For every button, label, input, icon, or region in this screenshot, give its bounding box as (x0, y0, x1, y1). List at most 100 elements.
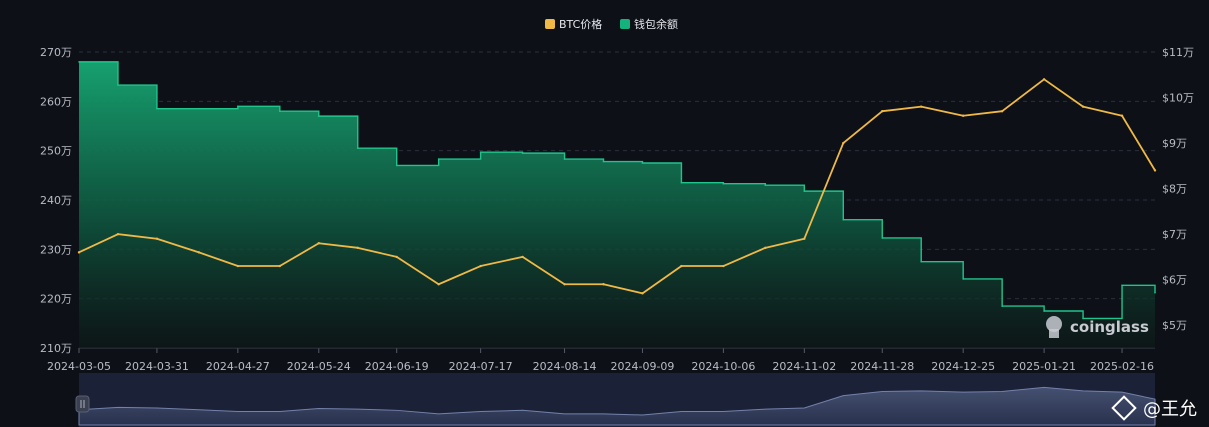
balance-point (1001, 305, 1003, 307)
x-tick-label: 2024-05-24 (287, 360, 351, 373)
x-tick-label: 2024-11-28 (850, 360, 914, 373)
btc-point (1042, 78, 1046, 81)
x-tick-label: 2025-02-16 (1090, 360, 1154, 373)
series-line-btc (78, 78, 1156, 295)
balance-point (1121, 284, 1123, 287)
btc-point (479, 264, 482, 268)
btc-point (77, 251, 81, 254)
btc-point (116, 232, 120, 236)
balance-point (962, 278, 964, 280)
balance-point (78, 61, 80, 63)
balance-point (279, 110, 281, 112)
y-axis-left: 210万 220万 230万 240万 250万 260万 270万 (40, 46, 72, 355)
legend-swatch-balance (620, 19, 630, 29)
btc-point (236, 264, 240, 268)
balance-point (1043, 310, 1045, 312)
x-tick-label: 2024-07-17 (449, 360, 513, 373)
y-left-tick-label: 220万 (40, 293, 72, 306)
balance-point (1082, 317, 1084, 320)
balance-point (356, 147, 359, 149)
y-left-tick-label: 270万 (40, 46, 72, 59)
btc-point (278, 264, 282, 268)
balance-point (395, 164, 398, 167)
balance-point (479, 151, 482, 153)
author-watermark: @王允 (1111, 395, 1197, 421)
legend: BTC价格 钱包余额 (545, 17, 678, 31)
author-text: @王允 (1143, 399, 1197, 420)
watermark: coinglass (1046, 316, 1149, 338)
x-tick-label: 2024-03-05 (47, 360, 111, 373)
binance-diamond-icon (1111, 395, 1137, 421)
legend-label-balance: 钱包余额 (634, 17, 678, 31)
y-left-tick-label: 230万 (40, 243, 72, 256)
balance-area (79, 61, 1155, 348)
balance-point (198, 107, 200, 110)
btc-point (356, 246, 359, 250)
balance-point (156, 107, 158, 110)
balance-point (641, 162, 644, 164)
balance-point (117, 84, 119, 86)
y-right-tick-label: $6万 (1162, 274, 1187, 287)
balance-point (563, 158, 566, 160)
balance-point (317, 115, 320, 117)
balance-point (764, 184, 767, 186)
y-left-tick-label: 240万 (40, 194, 72, 207)
x-tick-label: 2024-10-06 (691, 360, 755, 373)
btc-point (803, 237, 806, 240)
balance-point (1154, 291, 1156, 294)
btc-point (920, 105, 923, 108)
btc-point (961, 114, 965, 117)
watermark-text: coinglass (1070, 318, 1149, 336)
legend-item-balance[interactable]: 钱包余额 (620, 17, 678, 31)
btc-point (842, 141, 845, 145)
btc-point (1081, 105, 1085, 108)
btc-point (395, 255, 398, 259)
btc-point (641, 292, 644, 295)
balance-point (237, 105, 239, 108)
btc-point (317, 242, 320, 245)
balance-point (881, 237, 884, 239)
btc-point (1153, 169, 1157, 172)
balance-point (722, 182, 725, 185)
navigator-area (78, 386, 1156, 426)
balance-point (602, 160, 605, 163)
x-tick-label: 2024-08-14 (533, 360, 597, 373)
btc-point (764, 246, 767, 250)
x-tick-label: 2024-12-25 (931, 360, 995, 373)
x-tick-label: 2024-04-27 (206, 360, 270, 373)
y-left-tick-label: 250万 (40, 145, 72, 158)
x-tick-label: 2024-03-31 (125, 360, 189, 373)
balance-points (78, 61, 1156, 320)
btc-point (197, 251, 201, 254)
y-right-tick-label: $9万 (1162, 137, 1187, 150)
range-navigator[interactable] (75, 373, 1156, 427)
y-right-tick-label: $8万 (1162, 183, 1187, 196)
y-right-tick-label: $7万 (1162, 228, 1187, 241)
y-left-tick-label: 210万 (40, 342, 72, 355)
btc-point (680, 264, 683, 268)
balance-point (437, 158, 440, 160)
legend-item-btc[interactable]: BTC价格 (545, 17, 602, 31)
y-right-tick-label: $11万 (1162, 46, 1194, 59)
btc-point (602, 283, 605, 286)
balance-point (803, 190, 806, 192)
y-axis-right: $5万 $6万 $7万 $8万 $9万 $10万 $11万 (1162, 46, 1194, 332)
btc-point (155, 237, 159, 240)
btc-point (521, 255, 524, 259)
y-right-tick-label: $10万 (1162, 92, 1194, 105)
legend-label-btc: BTC价格 (559, 17, 602, 31)
btc-point (1120, 114, 1124, 117)
x-tick-label: 2025-01-21 (1012, 360, 1076, 373)
navigator-handle-left[interactable] (75, 395, 90, 413)
balance-point (680, 181, 683, 184)
y-left-tick-label: 260万 (40, 95, 72, 108)
btc-point (722, 264, 725, 268)
x-tick-label: 2024-09-09 (611, 360, 675, 373)
balance-point (920, 260, 923, 263)
legend-swatch-btc (545, 19, 555, 29)
btc-point (1000, 110, 1004, 113)
coinglass-logo-icon (1046, 316, 1062, 338)
y-right-tick-label: $5万 (1162, 319, 1187, 332)
balance-point (521, 152, 524, 154)
